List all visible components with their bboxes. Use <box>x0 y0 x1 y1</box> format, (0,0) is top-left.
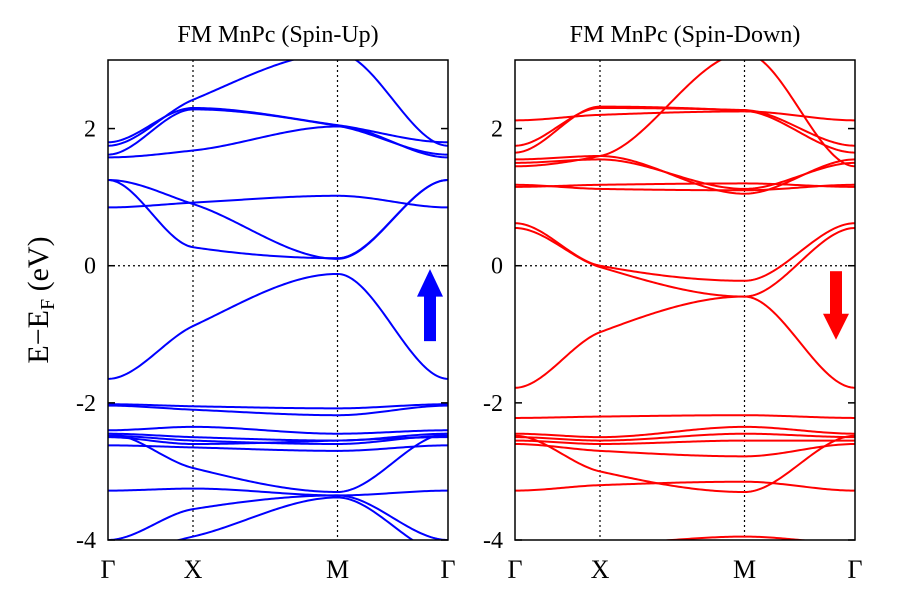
kpoint-label: Γ <box>100 555 115 584</box>
y-tick-label: -4 <box>483 528 503 554</box>
band-line <box>515 434 855 494</box>
band-line <box>108 425 448 435</box>
y-tick-label: 0 <box>84 254 96 280</box>
band-line <box>515 182 855 188</box>
band-line <box>108 404 448 417</box>
band-line <box>515 227 855 298</box>
spin-down-arrow-head <box>823 313 849 340</box>
y-axis-label-unit <box>22 291 55 299</box>
spin-up-arrow-shaft <box>424 293 436 342</box>
band-line <box>108 487 448 497</box>
y-tick-label: 2 <box>84 117 96 143</box>
plot-frame <box>107 59 449 541</box>
band-line <box>515 154 855 195</box>
y-tick-label: 0 <box>491 254 503 280</box>
band-line <box>108 432 448 442</box>
band-line <box>108 494 448 540</box>
band-line <box>108 444 448 452</box>
band-line <box>108 60 448 147</box>
kpoint-label: X <box>184 555 203 584</box>
kpoint-label: Γ <box>440 555 455 584</box>
y-axis-label-unit-text: (eV) <box>22 236 55 291</box>
band-line <box>515 480 855 492</box>
band-line <box>515 432 855 442</box>
band-line <box>515 295 855 389</box>
band-line <box>108 436 448 445</box>
band-line <box>108 179 448 260</box>
kpoint-label: Γ <box>507 555 522 584</box>
band-line <box>515 443 855 458</box>
kpoint-label: M <box>733 555 756 584</box>
band-line <box>515 107 855 147</box>
band-line <box>515 60 855 168</box>
spin-down-arrow-shaft <box>830 271 842 318</box>
band-line <box>108 403 448 410</box>
kpoint-label: X <box>591 555 610 584</box>
band-line <box>108 125 448 159</box>
spin-down-title: FM MnPc (Spin-Down) <box>570 22 801 48</box>
y-axis-label-subscript: F <box>37 299 59 310</box>
spin-up-arrow-head <box>417 269 443 297</box>
band-line <box>515 110 855 122</box>
band-group <box>108 60 448 540</box>
spin-up-panel: FM MnPc (Spin-Up) -4 -2 0 2 Γ X M Γ <box>76 22 456 584</box>
y-tick-label: 2 <box>491 117 503 143</box>
y-tick-label: -2 <box>483 391 503 417</box>
band-line <box>515 414 855 419</box>
spin-up-title: FM MnPc (Spin-Up) <box>177 22 378 48</box>
y-tick-label: -2 <box>76 391 96 417</box>
kpoint-label: Γ <box>847 555 862 584</box>
band-line <box>515 425 855 439</box>
spin-down-panel: FM MnPc (Spin-Down) -4 -2 0 2 Γ X M Γ <box>483 22 863 584</box>
kpoint-label: M <box>326 555 349 584</box>
band-line <box>515 439 855 445</box>
y-axis-label: E−EF (eV) <box>22 236 59 363</box>
band-line <box>515 222 855 282</box>
y-axis-label-main: E−E <box>22 310 55 364</box>
band-line <box>515 183 855 192</box>
plot-frame <box>514 59 856 541</box>
band-group <box>515 60 855 540</box>
band-line <box>108 179 448 260</box>
band-line <box>108 432 448 494</box>
band-line <box>108 194 448 209</box>
band-line <box>108 272 448 380</box>
y-tick-label: -4 <box>76 528 96 554</box>
band-line <box>108 106 448 144</box>
band-line <box>175 496 415 540</box>
